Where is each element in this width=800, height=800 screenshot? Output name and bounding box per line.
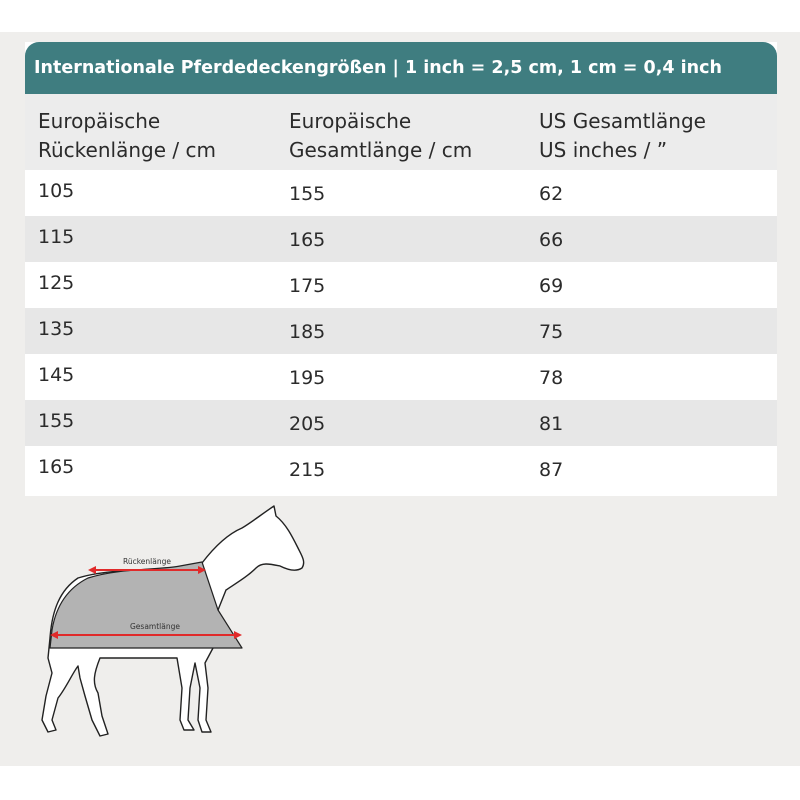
cell-us-length: 75 [539, 321, 564, 343]
cell-total-length: 205 [289, 413, 326, 435]
table-row: 105 155 62 [25, 170, 777, 216]
total-length-label: Gesamtlänge [130, 622, 180, 631]
back-length-label: Rückenlänge [123, 557, 171, 566]
cell-back-length: 165 [38, 456, 75, 478]
cell-total-length: 185 [289, 321, 326, 343]
table-row: 125 175 69 [25, 262, 777, 308]
total-length-arrow [50, 631, 242, 639]
cell-us-length: 87 [539, 459, 564, 481]
cell-back-length: 105 [38, 180, 75, 202]
horse-blanket-illustration: Rückenlänge Gesamtlänge [41, 505, 305, 737]
cell-back-length: 155 [38, 410, 75, 432]
table-row: 145 195 78 [25, 354, 777, 400]
cell-back-length: 125 [38, 272, 75, 294]
cell-us-length: 78 [539, 367, 564, 389]
cell-total-length: 175 [289, 275, 326, 297]
cell-total-length: 215 [289, 459, 326, 481]
table-title: Internationale Pferdedeckengrößen | 1 in… [25, 42, 777, 94]
table-row: 155 205 81 [25, 400, 777, 446]
cell-total-length: 195 [289, 367, 326, 389]
cell-us-length: 81 [539, 413, 564, 435]
header-us-length: US Gesamtlänge US inches / ” [539, 109, 706, 162]
table-row: 135 185 75 [25, 308, 777, 354]
cell-back-length: 135 [38, 318, 75, 340]
header-total-length: Europäische Gesamtlänge / cm [289, 109, 473, 162]
cell-us-length: 62 [539, 183, 564, 205]
header-back-length: Europäische Rückenlänge / cm [38, 109, 216, 162]
cell-back-length: 145 [38, 364, 75, 386]
cell-us-length: 69 [539, 275, 564, 297]
cell-total-length: 165 [289, 229, 326, 251]
cell-us-length: 66 [539, 229, 564, 251]
cell-back-length: 115 [38, 226, 75, 248]
table-header-row: Europäische Rückenlänge / cm Europäische… [25, 94, 777, 170]
table-row: 165 215 87 [25, 446, 777, 492]
table-row: 115 165 66 [25, 216, 777, 262]
cell-total-length: 155 [289, 183, 326, 205]
back-length-arrow [88, 566, 206, 574]
